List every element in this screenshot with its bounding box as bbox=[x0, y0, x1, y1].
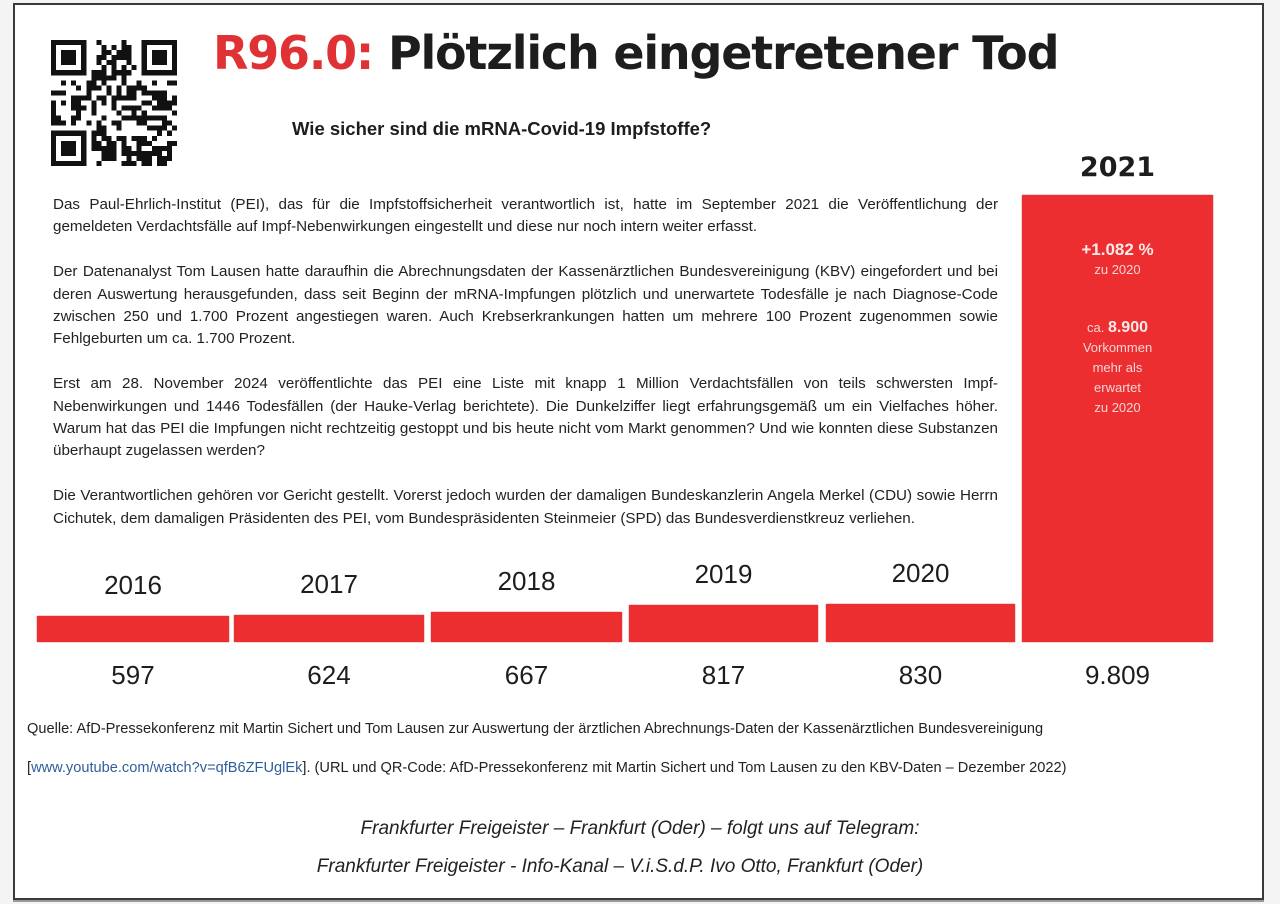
bracket-open: [ bbox=[27, 760, 32, 776]
paragraph: Erst am 28. November 2024 veröffentlicht… bbox=[53, 375, 998, 460]
excess-line: ca. 8.900 bbox=[1022, 318, 1213, 338]
excess-text: Vorkommen bbox=[1082, 340, 1153, 355]
year-label: 2016 bbox=[104, 570, 162, 600]
qr-code-icon[interactable] bbox=[51, 40, 177, 166]
subtitle: Wie sicher sind die mRNA-Covid-19 Impfst… bbox=[292, 118, 712, 139]
youtube-link[interactable]: www.youtube.com/watch?v=qfB6ZFUglEk bbox=[31, 760, 303, 776]
value-label: 597 bbox=[111, 660, 155, 690]
pct-change: +1.082 % bbox=[1081, 240, 1154, 259]
value-label: 817 bbox=[701, 660, 746, 690]
bar-2019 bbox=[629, 604, 818, 642]
value-label: 9.809 bbox=[1084, 660, 1151, 690]
value-label: 667 bbox=[504, 660, 549, 690]
year-label: 2017 bbox=[300, 568, 358, 599]
value-label: 624 bbox=[307, 660, 351, 690]
footer-line-1: Frankfurter Freigeister – Frankfurt (Ode… bbox=[360, 818, 920, 839]
excess-text: mehr als bbox=[1092, 360, 1143, 375]
source-link-line: [www.youtube.com/watch?v=qfB6ZFUglEk]. (… bbox=[27, 760, 1067, 776]
page-title: R96.0: Plötzlich eingetretener Tod bbox=[213, 26, 1060, 80]
source-line: Quelle: AfD-Pressekonferenz mit Martin S… bbox=[27, 721, 1044, 737]
footer-line-2: Frankfurter Freigeister - Info-Kanal – V… bbox=[316, 856, 924, 877]
year-label: 2019 bbox=[694, 558, 753, 589]
body-text: Das Paul-Ehrlich-Institut (PEI), das für… bbox=[53, 194, 998, 552]
excess-value: 8.900 bbox=[1107, 319, 1148, 336]
bar-2021 bbox=[1022, 195, 1213, 642]
bar-2021-annotation: +1.082 % zu 2020 ca. 8.900 Vorkommen meh… bbox=[1022, 240, 1213, 418]
year-label: 2021 bbox=[1079, 152, 1156, 183]
value-label: 830 bbox=[898, 660, 943, 690]
paragraph: Das Paul-Ehrlich-Institut (PEI), das für… bbox=[53, 196, 998, 236]
year-label: 2018 bbox=[497, 566, 556, 597]
title-code: R96.0: bbox=[213, 26, 374, 80]
pct-ref: zu 2020 bbox=[1094, 262, 1141, 277]
source-note: ]. (URL und QR-Code: AfD-Pressekonferenz… bbox=[302, 760, 1067, 776]
paragraph: Der Datenanalyst Tom Lausen hatte darauf… bbox=[53, 263, 998, 348]
title-text: Plötzlich eingetretener Tod bbox=[373, 26, 1060, 80]
paragraph: Die Verantwortlichen gehören vor Gericht… bbox=[53, 487, 998, 527]
bar-2016 bbox=[37, 616, 229, 642]
excess-prefix: ca. bbox=[1086, 320, 1105, 335]
bar-2020 bbox=[826, 604, 1015, 642]
excess-text: zu 2020 bbox=[1094, 400, 1141, 415]
year-label: 2020 bbox=[891, 558, 950, 588]
bar-2017 bbox=[234, 614, 424, 642]
excess-text: erwartet bbox=[1094, 380, 1141, 395]
bar-2018 bbox=[431, 612, 622, 642]
